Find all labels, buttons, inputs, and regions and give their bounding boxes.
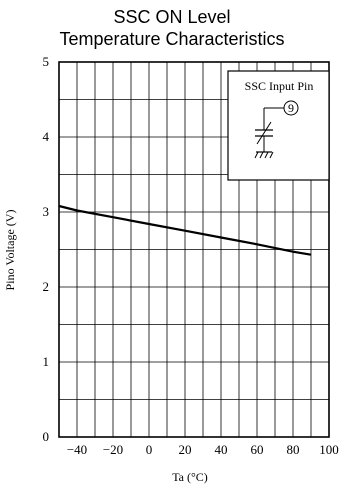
inset-box (227, 70, 330, 181)
ground-hatch-3 (264, 151, 269, 159)
x-tick-label: −20 (103, 442, 123, 457)
y-axis-label: Pino Voltage (V) (3, 210, 17, 291)
plot-frame (58, 61, 330, 438)
chart-title-line-2: Temperature Characteristics (59, 29, 285, 49)
series-line (58, 204, 312, 256)
x-tick-label: 0 (146, 442, 153, 457)
x-tick-label: 20 (179, 442, 192, 457)
y-tick-label: 5 (43, 54, 50, 69)
pin-circle (283, 100, 299, 116)
y-tick-label: 0 (43, 429, 50, 444)
pin-number: 9 (288, 101, 294, 115)
tick-labels: −40 −20 0 20 40 60 80 100 0 1 2 3 4 5 (43, 54, 339, 457)
ground-hatch-2 (259, 151, 264, 159)
ground-hatch-1 (254, 151, 259, 159)
x-tick-label: −40 (67, 442, 87, 457)
x-tick-label: 60 (251, 442, 264, 457)
y-tick-label: 1 (43, 354, 50, 369)
inset-diagram: SSC Input Pin 9 (227, 70, 330, 181)
ground-hatch-4 (269, 151, 274, 159)
y-tick-label: 2 (43, 279, 50, 294)
chart-title-line-1: SSC ON Level (113, 7, 231, 27)
y-tick-label: 4 (43, 129, 50, 144)
x-tick-label: 40 (215, 442, 228, 457)
inset-title: SSC Input Pin (245, 79, 314, 93)
x-tick-label: 100 (319, 442, 339, 457)
x-tick-label: 80 (287, 442, 300, 457)
capacitor-variable-arrow (256, 121, 272, 145)
x-axis-label: Ta (°C) (172, 470, 208, 484)
y-tick-label: 3 (43, 204, 50, 219)
